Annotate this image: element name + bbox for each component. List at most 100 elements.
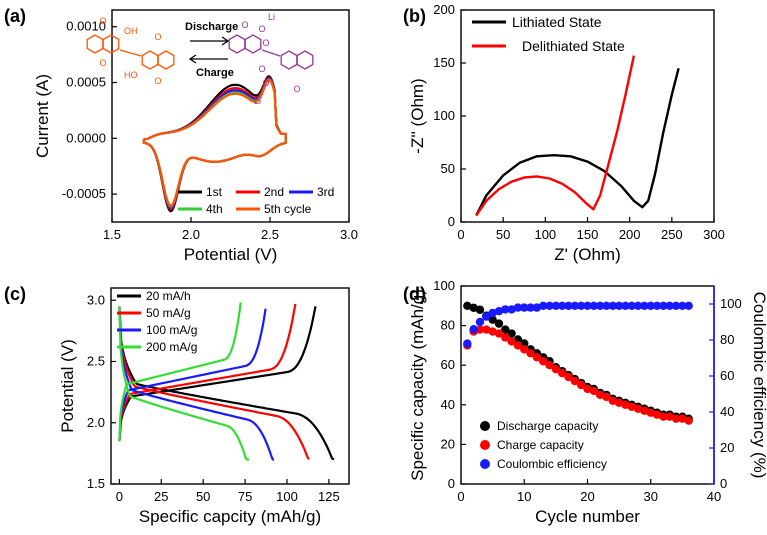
data-point (501, 305, 510, 314)
y-axis-label: Specific capacity (mAh/g) (408, 289, 427, 481)
data-point (501, 325, 510, 334)
molecule-ring (157, 50, 175, 70)
x-tick-label: 3.0 (340, 227, 358, 242)
legend-label: 3rd (317, 185, 334, 199)
x-tick-label: 200 (619, 227, 641, 242)
y-right-tick-label: 60 (720, 368, 734, 383)
molecule-ring (280, 50, 298, 70)
legend-label: 20 mA/h (146, 289, 191, 303)
chem-label: O (99, 16, 106, 26)
data-point (488, 315, 497, 324)
molecule-ring (228, 34, 246, 54)
chem-label: O (154, 32, 161, 42)
data-point (564, 372, 573, 382)
x-tick-label: 40 (707, 489, 721, 504)
data-point (671, 301, 681, 310)
legend-marker (480, 459, 490, 469)
legend-label: Discharge capacity (497, 419, 598, 433)
data-point (589, 386, 599, 396)
x-axis-label: Specific capcity (mAh/g) (139, 507, 321, 526)
y-tick-label: 200 (433, 2, 455, 17)
legend-label: 100 mA/g (146, 323, 197, 337)
data-point (652, 410, 662, 419)
y-tick-label: 50 (441, 161, 455, 176)
x-axis-label: Z' (Ohm) (554, 245, 621, 264)
data-point (475, 305, 485, 314)
data-point (576, 380, 586, 390)
chem-label: O (293, 84, 300, 94)
legend-label: Delithiated State (522, 38, 625, 54)
data-point (551, 364, 561, 374)
cv-line (142, 79, 287, 207)
charge-arrow (188, 54, 228, 64)
data-point (646, 301, 655, 310)
legend-label: 5th cycle (264, 202, 312, 216)
data-point (614, 301, 624, 310)
y-axis-label: Potential (V) (58, 339, 77, 433)
data-point (469, 303, 478, 312)
data-point (640, 301, 649, 310)
x-tick-label: 0 (457, 489, 464, 504)
data-point (520, 339, 529, 348)
x-tick-label: 2.5 (261, 227, 279, 242)
data-point (463, 339, 472, 348)
data-point (595, 301, 605, 310)
panel-c: (c) 0 25 50 75 100 125 1.5 2.0 2.5 3.0 Specific cap… (4, 284, 350, 526)
panel-label: (d) (403, 284, 426, 304)
impedance-line (475, 55, 636, 217)
y-right-tick-label: 20 (720, 440, 734, 455)
chem-label: HO (124, 70, 138, 80)
charge-curve (118, 303, 297, 442)
data-point (576, 301, 586, 310)
data-point (614, 398, 624, 408)
y-right-tick-label: 40 (720, 404, 734, 419)
y-right-axis-label: Coulombic efficiency (%) (750, 292, 767, 479)
data-point (652, 301, 662, 310)
data-point (507, 305, 516, 314)
data-point (494, 307, 504, 316)
chem-label: O (258, 64, 265, 74)
x-tick-label: 25 (154, 489, 168, 504)
data-point (627, 402, 636, 411)
data-point (539, 357, 548, 366)
y-tick-label: 20 (441, 436, 455, 451)
molecule-ring (86, 34, 104, 54)
data-point (526, 303, 535, 312)
legend-label: 1st (206, 185, 223, 199)
data-point (659, 301, 668, 310)
y-tick-label: 3.0 (87, 292, 105, 307)
legend-label: 4th (206, 202, 223, 216)
x-tick-label: 20 (580, 489, 594, 504)
discharge-label: Discharge (185, 21, 238, 33)
legend-marker (480, 421, 490, 431)
data-point (469, 325, 478, 334)
data-point (564, 301, 573, 310)
y-tick-label: 150 (433, 55, 455, 70)
data-point (646, 408, 655, 417)
discharge-curve (118, 306, 274, 461)
plot-frame (110, 287, 350, 485)
panel-label: (a) (4, 6, 26, 26)
data-point (684, 416, 693, 425)
data-point (608, 301, 617, 310)
discharge-curve (118, 306, 335, 461)
legend: Lithiated State Delithiated State (472, 14, 625, 54)
data-point (551, 301, 561, 310)
data-point (520, 345, 529, 354)
data-point (482, 312, 491, 321)
legend-label: Coulombic efficiency (497, 457, 607, 471)
data-point (507, 329, 516, 338)
data-point (665, 301, 674, 310)
discharge-curve (118, 306, 249, 461)
x-tick-label: 150 (577, 227, 599, 242)
legend: 1st 2nd 3rd 4th 5th cycle (178, 185, 334, 216)
molecule-ring (141, 50, 159, 70)
data-point (526, 349, 535, 358)
data-point (513, 303, 523, 312)
y-tick-label: 40 (441, 397, 455, 412)
chem-label: O (262, 38, 269, 48)
y-tick-label: 80 (441, 318, 455, 333)
x-tick-label: 75 (238, 489, 252, 504)
x-axis-label: Cycle number (535, 507, 640, 526)
